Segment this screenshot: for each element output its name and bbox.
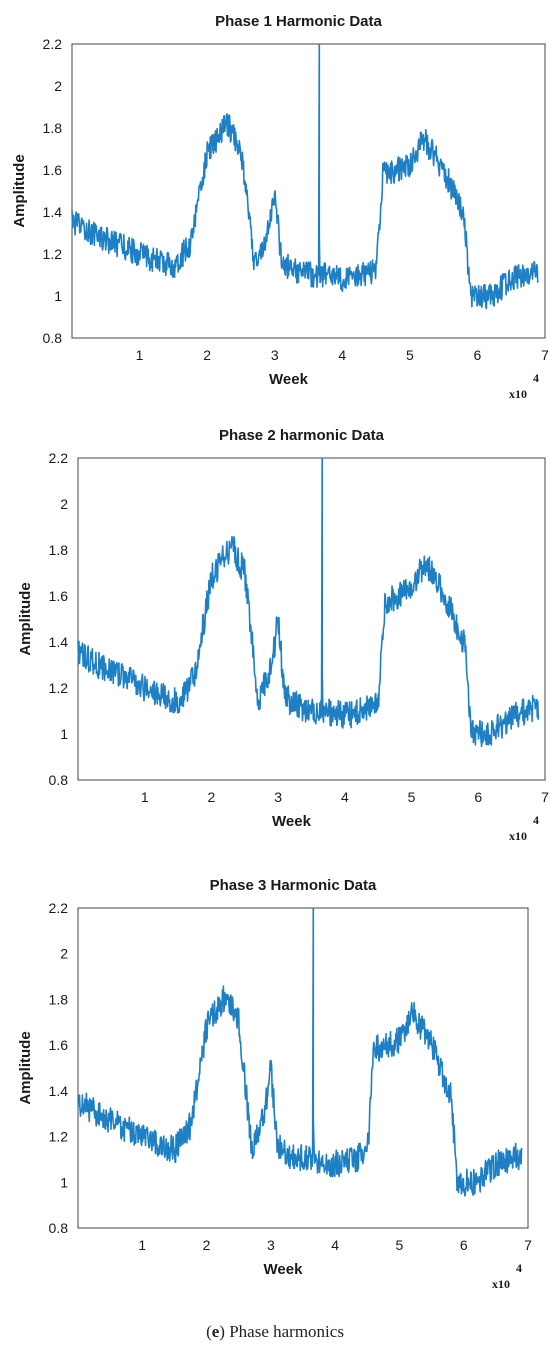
x-multiplier-exponent: 4 [516, 1261, 522, 1275]
chart-panel-1: Phase 1 Harmonic Data 0.8 1 1.2 1.4 1.6 1.8 2 2.… [11, 13, 549, 401]
x-tick-label: 7 [541, 789, 549, 805]
y-axis-label: Amplitude [11, 154, 28, 227]
x-tick-label: 5 [396, 1237, 404, 1253]
y-tick-label: 2 [60, 496, 68, 512]
x-multiplier-exponent: 4 [533, 813, 539, 827]
y-tick-label: 2 [60, 946, 68, 962]
y-tick-label: 0.8 [49, 772, 69, 788]
series-line-1 [77, 907, 523, 1197]
y-tick-label: 1 [54, 288, 62, 304]
x-tick-label: 1 [138, 1237, 146, 1253]
x-tick-label: 2 [203, 347, 211, 363]
x-tick-label: 7 [541, 347, 549, 363]
y-tick-label: 2.2 [49, 900, 69, 916]
x-tick-label: 1 [141, 789, 149, 805]
plot-frame [77, 907, 529, 1229]
x-axis-label: Week [269, 371, 309, 388]
y-axis-label: Amplitude [17, 1031, 34, 1104]
y-tick-label: 2.2 [43, 36, 63, 52]
y-tick-label: 0.8 [49, 1220, 69, 1236]
x-tick-label: 1 [136, 347, 144, 363]
y-tick-label: 1.8 [49, 991, 69, 1007]
x-tick-label: 5 [408, 789, 416, 805]
y-tick-label: 1.6 [49, 588, 69, 604]
y-tick-label: 1.2 [49, 680, 69, 696]
x-tick-label: 6 [460, 1237, 468, 1253]
y-tick-label: 1.4 [49, 634, 69, 650]
y-tick-label: 2 [54, 78, 62, 94]
x-axis-label: Week [272, 813, 312, 830]
chart-panel-3: Phase 3 Harmonic Data 0.8 1 1.2 1.4 1.6 1.8 2 2.… [17, 877, 532, 1291]
series-line-1 [71, 43, 539, 310]
caption-text: Phase harmonics [229, 1322, 344, 1341]
y-tick-label: 0.8 [43, 330, 63, 346]
chart-title: Phase 1 Harmonic Data [215, 13, 382, 30]
x-axis-label: Week [264, 1261, 304, 1278]
y-tick-label: 1.2 [49, 1129, 69, 1145]
y-tick-label: 1.8 [43, 120, 63, 136]
y-tick-label: 1 [60, 726, 68, 742]
x-tick-label: 7 [524, 1237, 532, 1253]
plot-frame [71, 43, 546, 339]
x-multiplier-exponent: 4 [533, 371, 539, 385]
x-tick-label: 2 [203, 1237, 211, 1253]
y-tick-label: 1.2 [43, 246, 63, 262]
x-tick-label: 3 [267, 1237, 275, 1253]
x-tick-label: 5 [406, 347, 414, 363]
x-multiplier-label: x10 [509, 829, 527, 843]
chart-panel-2: Phase 2 harmonic Data 0.8 1 1.2 1.4 1.6 1.8 2 2.… [17, 427, 549, 843]
x-tick-label: 6 [474, 347, 482, 363]
series-line-1 [77, 457, 540, 748]
plot-frame [77, 457, 546, 781]
x-multiplier-label: x10 [492, 1277, 510, 1291]
x-tick-label: 4 [338, 347, 346, 363]
x-tick-label: 3 [274, 789, 282, 805]
y-tick-label: 1.6 [43, 162, 63, 178]
x-tick-label: 4 [331, 1237, 339, 1253]
x-tick-label: 4 [341, 789, 349, 805]
figure-caption: (e) Phase harmonics [206, 1322, 344, 1341]
y-tick-label: 2.2 [49, 450, 69, 466]
chart-title: Phase 2 harmonic Data [219, 427, 385, 444]
caption-letter: e [211, 1322, 220, 1341]
y-tick-label: 1 [60, 1174, 68, 1190]
y-tick-label: 1.4 [43, 204, 63, 220]
x-multiplier-label: x10 [509, 387, 527, 401]
x-tick-label: 6 [474, 789, 482, 805]
chart-title: Phase 3 Harmonic Data [210, 877, 377, 894]
x-tick-label: 2 [208, 789, 216, 805]
y-tick-label: 1.8 [49, 542, 69, 558]
x-tick-label: 3 [271, 347, 279, 363]
y-tick-label: 1.4 [49, 1083, 69, 1099]
y-tick-label: 1.6 [49, 1037, 69, 1053]
y-axis-label: Amplitude [17, 582, 34, 655]
